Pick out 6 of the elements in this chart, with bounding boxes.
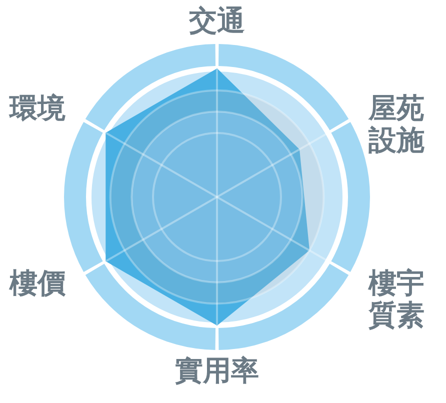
spoke-label: 環境 xyxy=(8,92,66,124)
spoke-label: 樓價 xyxy=(8,266,66,300)
spoke-label: 屋苑設施 xyxy=(368,92,425,156)
spoke-label: 樓宇質素 xyxy=(368,266,425,332)
spoke-label: 實用率 xyxy=(175,354,259,387)
spoke-label: 交通 xyxy=(188,4,245,37)
